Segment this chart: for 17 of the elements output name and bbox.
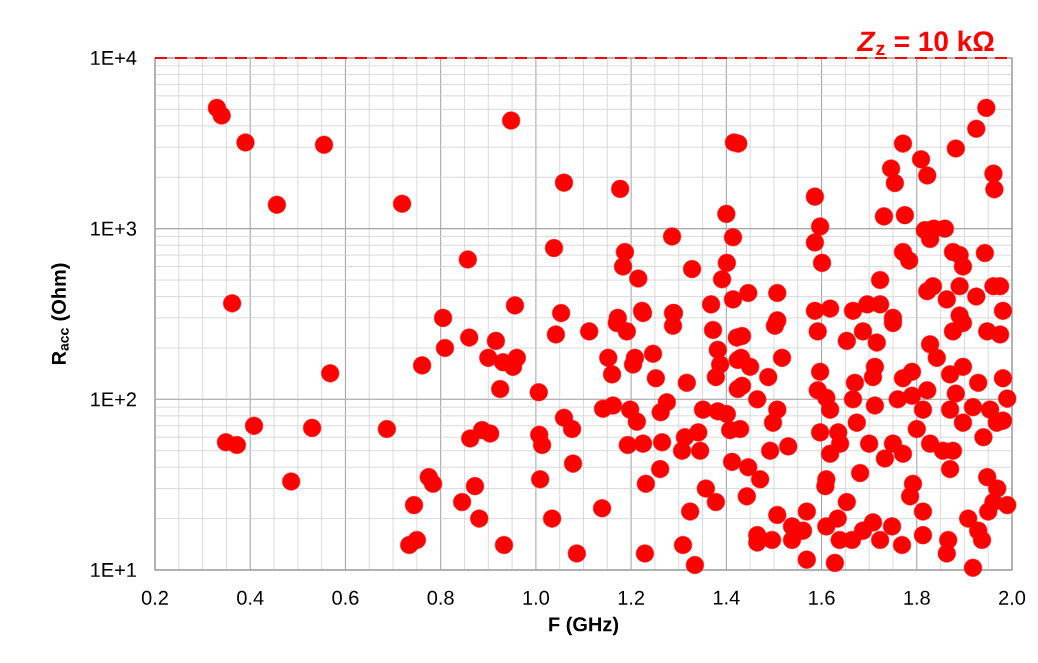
x-tick-label: 1.8	[904, 590, 930, 605]
x-axis-title: F (GHz)	[549, 616, 619, 636]
y-axis-title: R$_{acc}$ (Ohm)	[51, 263, 70, 365]
x-tick-label: 1.6	[809, 590, 835, 605]
y-tick-label: 1E+1	[91, 563, 136, 577]
x-tick-label: 1.4	[713, 590, 740, 605]
ref-line-label: Z$_{z}$ = 10 kΩ	[856, 30, 994, 56]
x-tick-label: 0.8	[427, 590, 454, 605]
x-tick-label: 2.0	[999, 590, 1026, 605]
y-tick-label: 1E+2	[91, 392, 136, 407]
x-tick-label: 1.0	[523, 590, 549, 605]
x-tick-label: 1.2	[618, 590, 645, 605]
x-tick-label: 0.4	[237, 590, 264, 605]
x-tick-label: 0.6	[332, 590, 359, 605]
y-tick-label: 1E+3	[91, 221, 137, 236]
y-tick-label: 1E+4	[91, 51, 137, 65]
x-tick-label: 0.2	[141, 590, 168, 605]
